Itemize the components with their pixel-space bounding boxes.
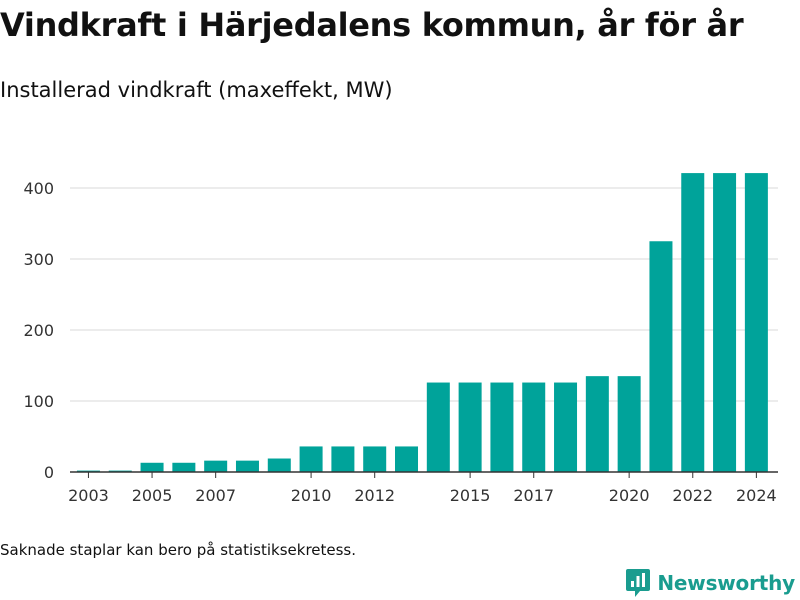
bar bbox=[617, 376, 641, 472]
bar bbox=[172, 462, 196, 472]
bar bbox=[681, 173, 705, 472]
bar bbox=[649, 241, 673, 472]
x-tick-label: 2024 bbox=[736, 486, 777, 505]
x-tick-label: 2022 bbox=[672, 486, 713, 505]
bar bbox=[490, 382, 514, 472]
bar bbox=[522, 382, 546, 472]
y-tick-label: 300 bbox=[23, 250, 54, 269]
x-tick-label: 2005 bbox=[132, 486, 173, 505]
bar bbox=[395, 446, 419, 472]
y-tick-label: 0 bbox=[44, 463, 54, 482]
x-tick-label: 2003 bbox=[68, 486, 109, 505]
newsworthy-logo-icon bbox=[626, 569, 651, 597]
bar bbox=[426, 382, 450, 472]
x-tick-label: 2015 bbox=[450, 486, 491, 505]
brand-name: Newsworthy bbox=[657, 571, 795, 595]
y-tick-label: 200 bbox=[23, 321, 54, 340]
x-tick-label: 2020 bbox=[609, 486, 650, 505]
bar bbox=[140, 462, 164, 472]
bar bbox=[331, 446, 355, 472]
y-tick-label: 400 bbox=[23, 179, 54, 198]
footnote: Saknade staplar kan bero på statistiksek… bbox=[0, 541, 357, 559]
brand-logo[interactable]: Newsworthy bbox=[625, 568, 795, 598]
bar bbox=[458, 382, 482, 472]
chart-title: Vindkraft i Härjedalens kommun, år för å… bbox=[0, 6, 744, 44]
bar bbox=[299, 446, 323, 472]
x-tick-label: 2007 bbox=[195, 486, 236, 505]
x-tick-label: 2017 bbox=[513, 486, 554, 505]
x-tick-label: 2010 bbox=[291, 486, 332, 505]
bar bbox=[267, 458, 291, 472]
bar bbox=[554, 382, 578, 472]
bar bbox=[204, 460, 228, 472]
bar-chart: 0 100 200 300 400 2003 2005 2007 2010 2012 2015 201… bbox=[23, 173, 778, 505]
x-tick-label: 2012 bbox=[354, 486, 395, 505]
bar bbox=[744, 173, 768, 472]
bar bbox=[713, 173, 737, 472]
bar bbox=[363, 446, 387, 472]
bar bbox=[235, 460, 259, 472]
bar bbox=[585, 376, 609, 472]
chart-subtitle: Installerad vindkraft (maxeffekt, MW) bbox=[0, 78, 393, 102]
y-tick-label: 100 bbox=[23, 392, 54, 411]
